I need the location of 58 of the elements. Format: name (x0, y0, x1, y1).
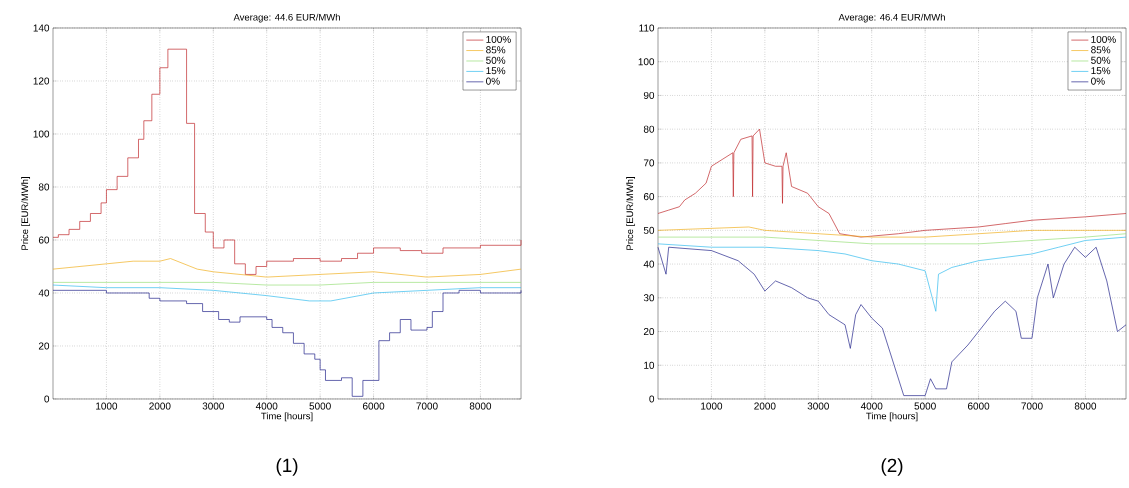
text: (2) (881, 458, 903, 476)
x-tick-label: 4000 (860, 402, 883, 410)
y-tick-label: 90 (643, 91, 655, 99)
y-tick-label: 140 (33, 24, 50, 32)
y-tick-label: 120 (33, 77, 50, 85)
y-tick-label: 10 (644, 361, 655, 369)
line-series (657, 128, 1127, 238)
y-tick-label: 100 (638, 58, 655, 66)
y-tick-label: 40 (38, 289, 50, 297)
y-tick-label: 80 (38, 183, 50, 191)
line-series (52, 258, 522, 278)
x-tick-label: 5000 (309, 402, 331, 410)
x-tick-label: 1000 (701, 402, 723, 410)
chart-title: Average: 44.6 EUR/MWh (233, 13, 340, 23)
y-tick-label: 50 (643, 226, 655, 234)
x-tick-label: 1000 (96, 402, 118, 410)
x-tick-label: 5000 (914, 402, 936, 410)
x-axis-title: Time [hours] (866, 412, 918, 422)
x-tick-label: 6000 (362, 402, 385, 410)
y-tick-label: 20 (38, 342, 50, 350)
x-tick-label: 8000 (1074, 402, 1097, 410)
legend-label: 50% (486, 56, 506, 64)
y-tick-label: 20 (643, 328, 655, 336)
legend-label: 100% (486, 35, 511, 43)
line-series (52, 284, 522, 302)
x-tick-label: 7000 (1021, 402, 1043, 410)
y-tick-label: 40 (643, 260, 655, 268)
x-tick-label: 8000 (469, 402, 492, 410)
y-axis-title: Price [EUR/MWh] (21, 177, 31, 250)
line-series (657, 236, 1127, 312)
legend-label: 15% (1091, 67, 1111, 75)
y-tick-label: 110 (639, 24, 655, 32)
x-tick-label: 4000 (255, 402, 278, 410)
x-tick-label: 3000 (202, 402, 224, 410)
y-tick-label: 80 (643, 125, 655, 133)
y-tick-label: 100 (33, 130, 50, 138)
legend-label: 85% (486, 46, 506, 54)
x-axis-title: Time [hours] (261, 412, 313, 422)
legend-label: 0% (486, 77, 500, 85)
legend-label: 0% (1091, 77, 1105, 85)
legend-label: 50% (1091, 56, 1111, 64)
y-axis-title: Price [EUR/MWh] (626, 177, 636, 250)
legend-label: 100% (1091, 35, 1116, 43)
x-tick-label: 6000 (967, 402, 990, 410)
x-tick-label: 2000 (754, 402, 776, 410)
y-tick-label: 70 (643, 159, 655, 167)
legend-label: 85% (1091, 46, 1111, 54)
x-tick-label: 3000 (807, 402, 829, 410)
y-tick-label: 60 (643, 193, 655, 201)
y-tick-label: 0 (44, 395, 50, 403)
x-tick-label: 7000 (416, 402, 438, 410)
y-tick-label: 30 (643, 294, 655, 302)
text: (1) (276, 458, 298, 476)
legend-label: 15% (486, 67, 506, 75)
y-tick-label: 60 (38, 236, 50, 244)
x-tick-label: 2000 (149, 402, 171, 410)
y-tick-label: 0 (649, 395, 655, 403)
chart-title: Average: 46.4 EUR/MWh (838, 13, 945, 23)
